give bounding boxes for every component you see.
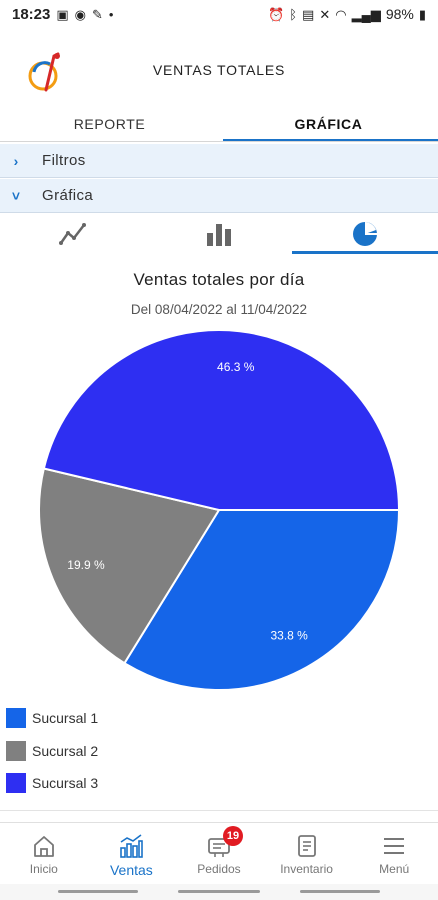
app-logo-icon: [28, 52, 60, 92]
pie-slice-label: 33.8 %: [270, 629, 308, 643]
bar-chart-icon: [207, 224, 231, 246]
chart-legend: Sucursal 1 Sucursal 2 Sucursal 3: [6, 708, 306, 806]
chevron-right-icon: ›: [13, 152, 19, 169]
nfc-icon: ▤: [302, 6, 315, 22]
nav-label: Ventas: [109, 862, 153, 878]
pie-chart-option[interactable]: [292, 214, 438, 254]
nav-label: Inventario: [280, 862, 333, 876]
legend-swatch: [6, 773, 26, 793]
pie-chart-icon: [353, 222, 377, 246]
page-title: VENTAS TOTALES: [152, 62, 286, 78]
pie-chart: 33.8 % 19.9 % 46.3 %: [38, 329, 401, 691]
dot-icon: •: [108, 6, 114, 22]
orders-count-badge: 19: [222, 826, 243, 846]
legend-item: Sucursal 2: [6, 740, 306, 761]
legend-item: Sucursal 1: [6, 708, 306, 728]
battery-level: 98%: [385, 6, 414, 22]
legend-item: Sucursal 3: [6, 773, 306, 793]
tab-bar: REPORTE GRÁFICA: [0, 106, 438, 142]
signal-icon: ▂▄▆: [351, 6, 381, 22]
status-bar: 18:23 ▣ ◉ ✎ • ⏰ ᛒ ▤ ✕ ◠ ▂▄▆ 98% ▮: [0, 0, 438, 28]
legend-label: Sucursal 3: [32, 775, 99, 791]
nav-label: Pedidos: [197, 862, 241, 876]
bottom-nav: Inicio Ventas 19 Pedidos Inventario: [0, 822, 438, 884]
system-gesture-bar: [0, 884, 438, 900]
tab-reporte[interactable]: REPORTE: [73, 116, 146, 132]
nav-item-inicio[interactable]: Inicio: [0, 823, 88, 884]
pie-slice-label: 46.3 %: [217, 360, 255, 374]
pie-slice-label: 19.9 %: [67, 558, 105, 572]
home-icon: [33, 836, 54, 857]
chevron-down-icon: ˅: [11, 187, 21, 204]
card-divider: [0, 810, 438, 811]
sales-chart-icon: [120, 834, 144, 858]
legend-swatch: [6, 708, 26, 728]
mute-icon: ✕: [319, 6, 331, 22]
status-time: 18:23: [12, 5, 51, 23]
alarm-icon: ⏰: [268, 6, 285, 22]
legend-label: Sucursal 2: [32, 742, 99, 759]
app-header: VENTAS TOTALES: [0, 28, 438, 106]
tab-grafica[interactable]: GRÁFICA: [219, 106, 438, 142]
battery-icon: ▮: [418, 6, 426, 22]
orders-icon: [208, 838, 230, 857]
tag-icon: ✎: [92, 6, 103, 22]
gesture-pill: [58, 890, 138, 893]
gesture-pill: [178, 890, 260, 893]
inventory-icon: [297, 835, 316, 857]
nav-item-menu[interactable]: Menú: [350, 823, 438, 884]
nav-item-pedidos[interactable]: 19 Pedidos: [175, 823, 263, 884]
line-chart-option[interactable]: [0, 214, 146, 254]
nav-label: Menú: [379, 862, 410, 876]
chart-subtitle: Del 08/04/2022 al 11/04/2022: [130, 302, 308, 317]
pie-slice-sucursal-1: [123, 509, 401, 691]
filters-section-label: Filtros: [42, 152, 86, 169]
spotify-icon: ◉: [74, 6, 87, 22]
status-bar-right: ⏰ ᛒ ▤ ✕ ◠ ▂▄▆ 98% ▮: [268, 6, 426, 22]
chart-type-selector: [0, 214, 438, 254]
nav-item-inventario[interactable]: Inventario: [263, 823, 351, 884]
bar-chart-option[interactable]: [146, 214, 292, 254]
nav-label: Inicio: [29, 862, 58, 876]
line-chart-icon: [59, 223, 86, 245]
pie-slice-sucursal-2: [38, 467, 221, 665]
filters-section-header[interactable]: › Filtros: [0, 144, 438, 178]
nav-item-ventas[interactable]: Ventas: [88, 823, 176, 884]
gesture-pill: [300, 890, 380, 893]
menu-icon: [384, 838, 405, 854]
tab-divider: [0, 141, 438, 142]
bluetooth-icon: ᛒ: [289, 6, 298, 22]
legend-label: Sucursal 1: [32, 710, 99, 726]
chart-section-label: Gráfica: [42, 187, 94, 204]
wifi-icon: ◠: [335, 6, 347, 22]
legend-swatch: [6, 740, 26, 761]
chart-section-header[interactable]: ˅ Gráfica: [0, 179, 438, 213]
status-bar-left: 18:23 ▣ ◉ ✎ •: [12, 6, 113, 23]
image-notification-icon: ▣: [56, 6, 69, 22]
chart-title: Ventas totales por día: [133, 270, 305, 289]
pie-slice-sucursal-3: [42, 329, 401, 511]
